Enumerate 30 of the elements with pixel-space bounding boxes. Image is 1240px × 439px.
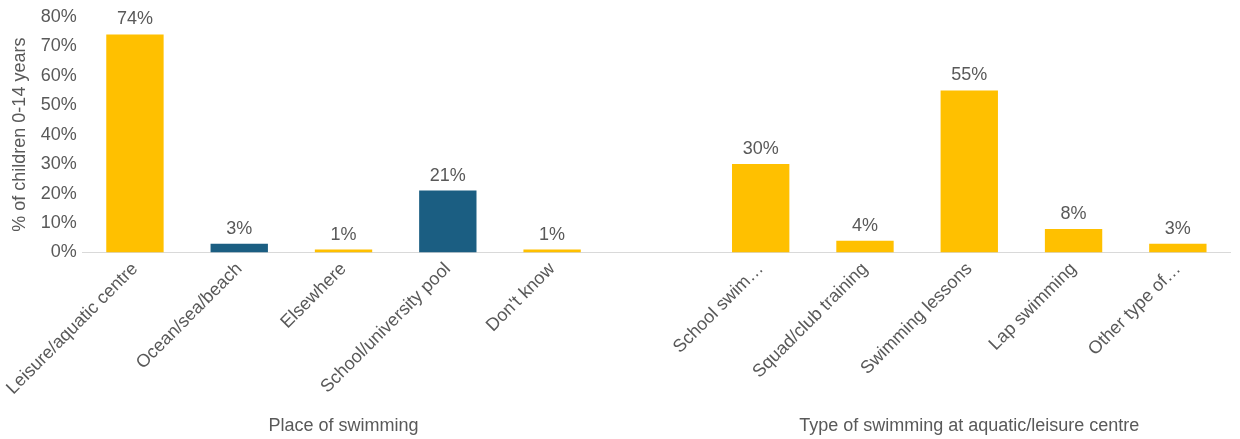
data-label: 4% (851, 214, 878, 235)
y-tick-label: 40% (40, 123, 77, 144)
bar (940, 90, 998, 253)
bar (732, 164, 790, 253)
data-label: 8% (1060, 202, 1087, 223)
data-label: 1% (539, 223, 566, 244)
data-label: 55% (951, 64, 988, 85)
bar (419, 190, 477, 253)
y-tick-label: 60% (40, 64, 77, 85)
data-label: 3% (1164, 217, 1191, 238)
bar (106, 34, 164, 253)
data-label: 30% (742, 138, 779, 159)
y-tick-label: 10% (40, 212, 77, 232)
y-tick-label: 50% (40, 94, 77, 115)
y-tick-label: 30% (40, 153, 77, 174)
bar (1149, 243, 1207, 253)
data-label: 1% (330, 223, 357, 244)
text: Type of swimming at aquatic/leisure centre (799, 414, 1140, 435)
y-axis-title: % of children 0-14 years (8, 37, 29, 232)
bar (836, 240, 894, 253)
bar (210, 243, 268, 253)
data-label: 21% (429, 164, 466, 185)
y-tick-label: 20% (40, 182, 77, 203)
data-label: 74% (116, 8, 153, 29)
text: Place of swimming (268, 414, 419, 435)
bar (1044, 228, 1103, 253)
y-tick-label: 70% (40, 35, 77, 56)
y-tick-label: 0% (50, 241, 77, 262)
y-tick-label: 80% (40, 5, 77, 26)
data-label: 3% (226, 217, 253, 238)
